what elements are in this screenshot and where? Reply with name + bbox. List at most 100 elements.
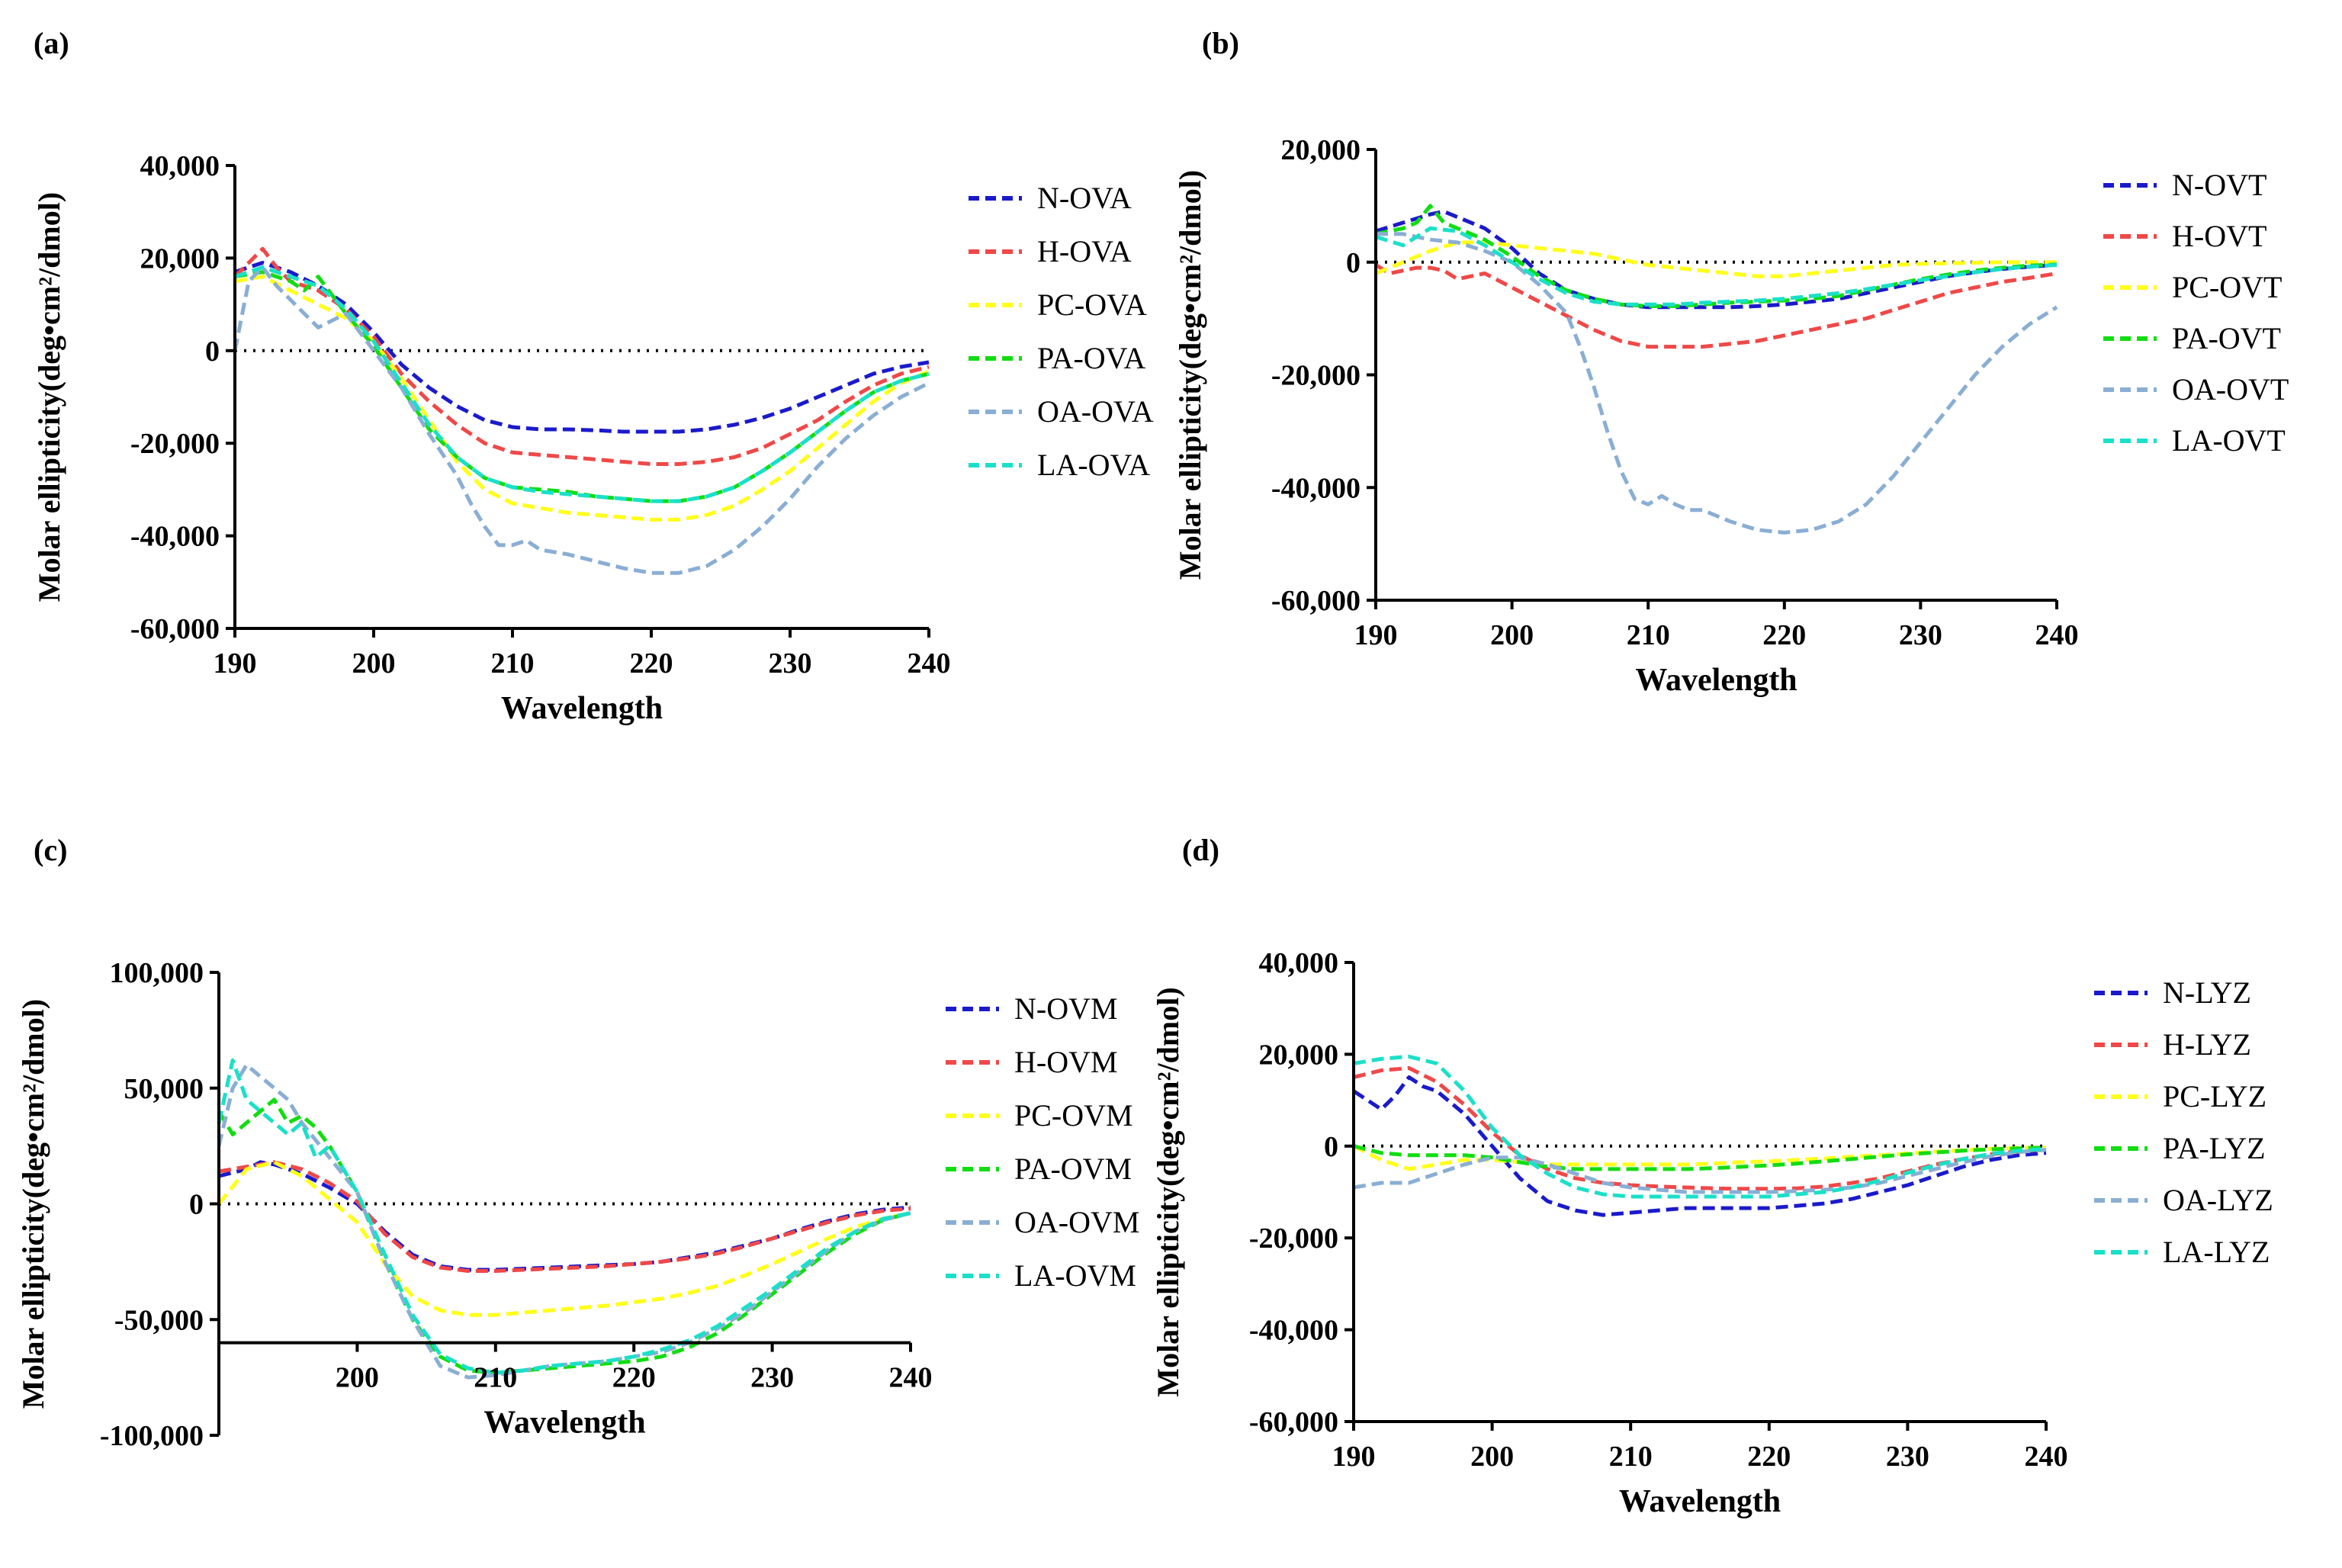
legend-label-h-lyz: H-LYZ xyxy=(2163,1027,2251,1062)
x-tick-label: 240 xyxy=(889,1362,933,1394)
series-line-oa-ova xyxy=(233,265,930,575)
legend-label-pc-ovm: PC-OVM xyxy=(1014,1098,1133,1133)
x-tick-label: 200 xyxy=(352,647,396,680)
x-tick-label: 210 xyxy=(1609,1441,1653,1473)
series-line-oa-lyz xyxy=(1353,1148,2047,1194)
y-tick-label: -40,000 xyxy=(1249,1315,1338,1347)
x-tick-label: 210 xyxy=(474,1362,517,1394)
x-tick-label: 230 xyxy=(1886,1441,1929,1473)
y-tick-label: -20,000 xyxy=(1249,1223,1338,1255)
x-axis-title: Wavelength xyxy=(501,691,663,726)
legend-label-oa-ovm: OA-OVM xyxy=(1014,1205,1139,1239)
legend-label-h-ovt: H-OVT xyxy=(2172,219,2267,253)
legend-label-pc-ovt: PC-OVT xyxy=(2172,270,2282,304)
series-line-h-ovt xyxy=(1374,263,2058,349)
y-tick-label: 20,000 xyxy=(1259,1039,1339,1071)
x-tick-label: 240 xyxy=(2025,1441,2068,1473)
legend-label-n-ovt: N-OVT xyxy=(2172,168,2267,202)
chart-legend: N-OVT H-OVT PC-OVT PA-OVT OA-OVT LA-OVT xyxy=(2103,168,2289,458)
y-tick-label: -60,000 xyxy=(1271,585,1361,617)
x-tick-label: 220 xyxy=(1747,1441,1791,1473)
x-tick-label: 190 xyxy=(1332,1441,1376,1473)
x-tick-label: 240 xyxy=(908,647,951,680)
legend-label-pa-ova: PA-OVA xyxy=(1037,341,1145,375)
panel-label: (a) xyxy=(34,26,69,60)
legend-label-oa-lyz: OA-LYZ xyxy=(2163,1183,2273,1217)
legend-label-pa-ovm: PA-OVM xyxy=(1014,1152,1132,1186)
y-axis-title: Molar ellipticity(deg•cm²/dmol) xyxy=(16,999,50,1409)
legend-label-h-ovm: H-OVM xyxy=(1014,1045,1118,1079)
legend-label-pa-lyz: PA-LYZ xyxy=(2163,1131,2266,1165)
series-line-pa-lyz xyxy=(1353,1144,2047,1171)
x-tick-label: 230 xyxy=(769,647,812,680)
legend-label-n-ova: N-OVA xyxy=(1037,181,1132,215)
legend-label-la-ova: LA-OVA xyxy=(1037,448,1150,482)
x-axis-title: Wavelength xyxy=(1635,663,1797,698)
x-tick-label: 210 xyxy=(491,647,535,680)
legend-label-oa-ova: OA-OVA xyxy=(1037,394,1154,429)
chart-legend: N-OVA H-OVA PC-OVA PA-OVA OA-OVA LA-OVA xyxy=(969,181,1154,482)
x-tick-label: 220 xyxy=(612,1362,656,1394)
series-line-la-ovm xyxy=(217,1058,911,1375)
chart-legend: N-OVM H-OVM PC-OVM PA-OVM OA-OVM LA-OVM xyxy=(946,991,1139,1293)
x-tick-label: 220 xyxy=(630,647,673,680)
x-tick-label: 240 xyxy=(2035,619,2079,651)
y-tick-label: 0 xyxy=(1346,247,1361,279)
legend-label-la-ovt: LA-OVT xyxy=(2172,423,2286,458)
y-tick-label: 40,000 xyxy=(1259,947,1339,979)
x-tick-label: 210 xyxy=(1627,619,1670,651)
series-line-la-lyz xyxy=(1353,1054,2047,1199)
y-tick-label: 0 xyxy=(189,1189,204,1221)
series-line-pc-ovm xyxy=(217,1160,911,1317)
legend-label-pc-lyz: PC-LYZ xyxy=(2163,1079,2267,1113)
x-tick-label: 220 xyxy=(1762,619,1806,651)
legend-label-la-ovm: LA-OVM xyxy=(1014,1258,1136,1293)
series-line-n-lyz xyxy=(1352,1075,2047,1217)
chart-panel-c: (c) -100,000 -50,000 0 50,000 100,000 200 210 22… xyxy=(16,833,1139,1452)
series-line-la-ova xyxy=(234,265,930,503)
chart-legend: N-LYZ H-LYZ PC-LYZ PA-LYZ OA-LYZ LA-LYZ xyxy=(2094,975,2273,1269)
y-tick-label: 50,000 xyxy=(124,1073,204,1105)
y-tick-label: -20,000 xyxy=(130,428,220,460)
series-line-pa-ovm xyxy=(217,1097,911,1375)
y-tick-label: 0 xyxy=(205,336,220,368)
chart-panel-d: (d) -60,000 -40,000 -20,000 0 20,000 40,000 190… xyxy=(1151,833,2273,1519)
legend-label-h-ova: H-OVA xyxy=(1037,234,1132,268)
legend-label-pa-ovt: PA-OVT xyxy=(2172,321,2281,355)
series-line-pa-ova xyxy=(234,270,930,503)
y-tick-label: -60,000 xyxy=(1249,1406,1338,1438)
x-tick-label: 200 xyxy=(1470,1441,1514,1473)
x-tick-label: 190 xyxy=(214,647,257,680)
legend-label-la-lyz: LA-LYZ xyxy=(2163,1235,2270,1269)
legend-label-n-ovm: N-OVM xyxy=(1014,991,1118,1026)
y-tick-label: -100,000 xyxy=(100,1420,204,1452)
series-line-n-ova xyxy=(234,261,930,434)
series-line-oa-ovt xyxy=(1376,232,2058,535)
x-tick-label: 200 xyxy=(1490,619,1534,651)
x-tick-label: 190 xyxy=(1354,619,1398,651)
y-tick-label: -50,000 xyxy=(114,1304,204,1336)
legend-label-n-lyz: N-LYZ xyxy=(2163,975,2251,1010)
y-axis-title: Molar ellipticity(deg•cm²/dmol) xyxy=(1151,987,1185,1396)
y-tick-label: 40,000 xyxy=(140,150,220,182)
y-tick-label: 20,000 xyxy=(1281,134,1361,166)
series-line-pc-lyz xyxy=(1352,1144,2047,1171)
series-line-pc-ova xyxy=(234,275,930,522)
y-tick-label: 20,000 xyxy=(140,243,220,275)
panel-label: (d) xyxy=(1182,833,1219,867)
y-tick-label: 100,000 xyxy=(110,957,204,989)
y-tick-label: -40,000 xyxy=(130,521,220,553)
x-axis-title: Wavelength xyxy=(483,1406,645,1441)
x-tick-label: 230 xyxy=(750,1362,794,1394)
y-axis-title: Molar ellipticity(deg•cm²/dmol) xyxy=(32,192,66,602)
y-tick-label: -40,000 xyxy=(1271,472,1361,504)
y-tick-label: -20,000 xyxy=(1271,360,1361,392)
x-tick-label: 200 xyxy=(336,1362,379,1394)
x-tick-label: 230 xyxy=(1899,619,1942,651)
panel-label: (b) xyxy=(1202,26,1239,60)
series-line-h-ovm xyxy=(218,1160,911,1273)
chart-panel-b: (b) -60,000 -40,000 -20,000 0 20,000 190 200 210… xyxy=(1173,26,2289,698)
legend-label-oa-ovt: OA-OVT xyxy=(2172,372,2289,406)
chart-panel-a: (a) -60,000 -40,000 -20,000 0 20,000 40,000 190… xyxy=(32,26,1154,726)
